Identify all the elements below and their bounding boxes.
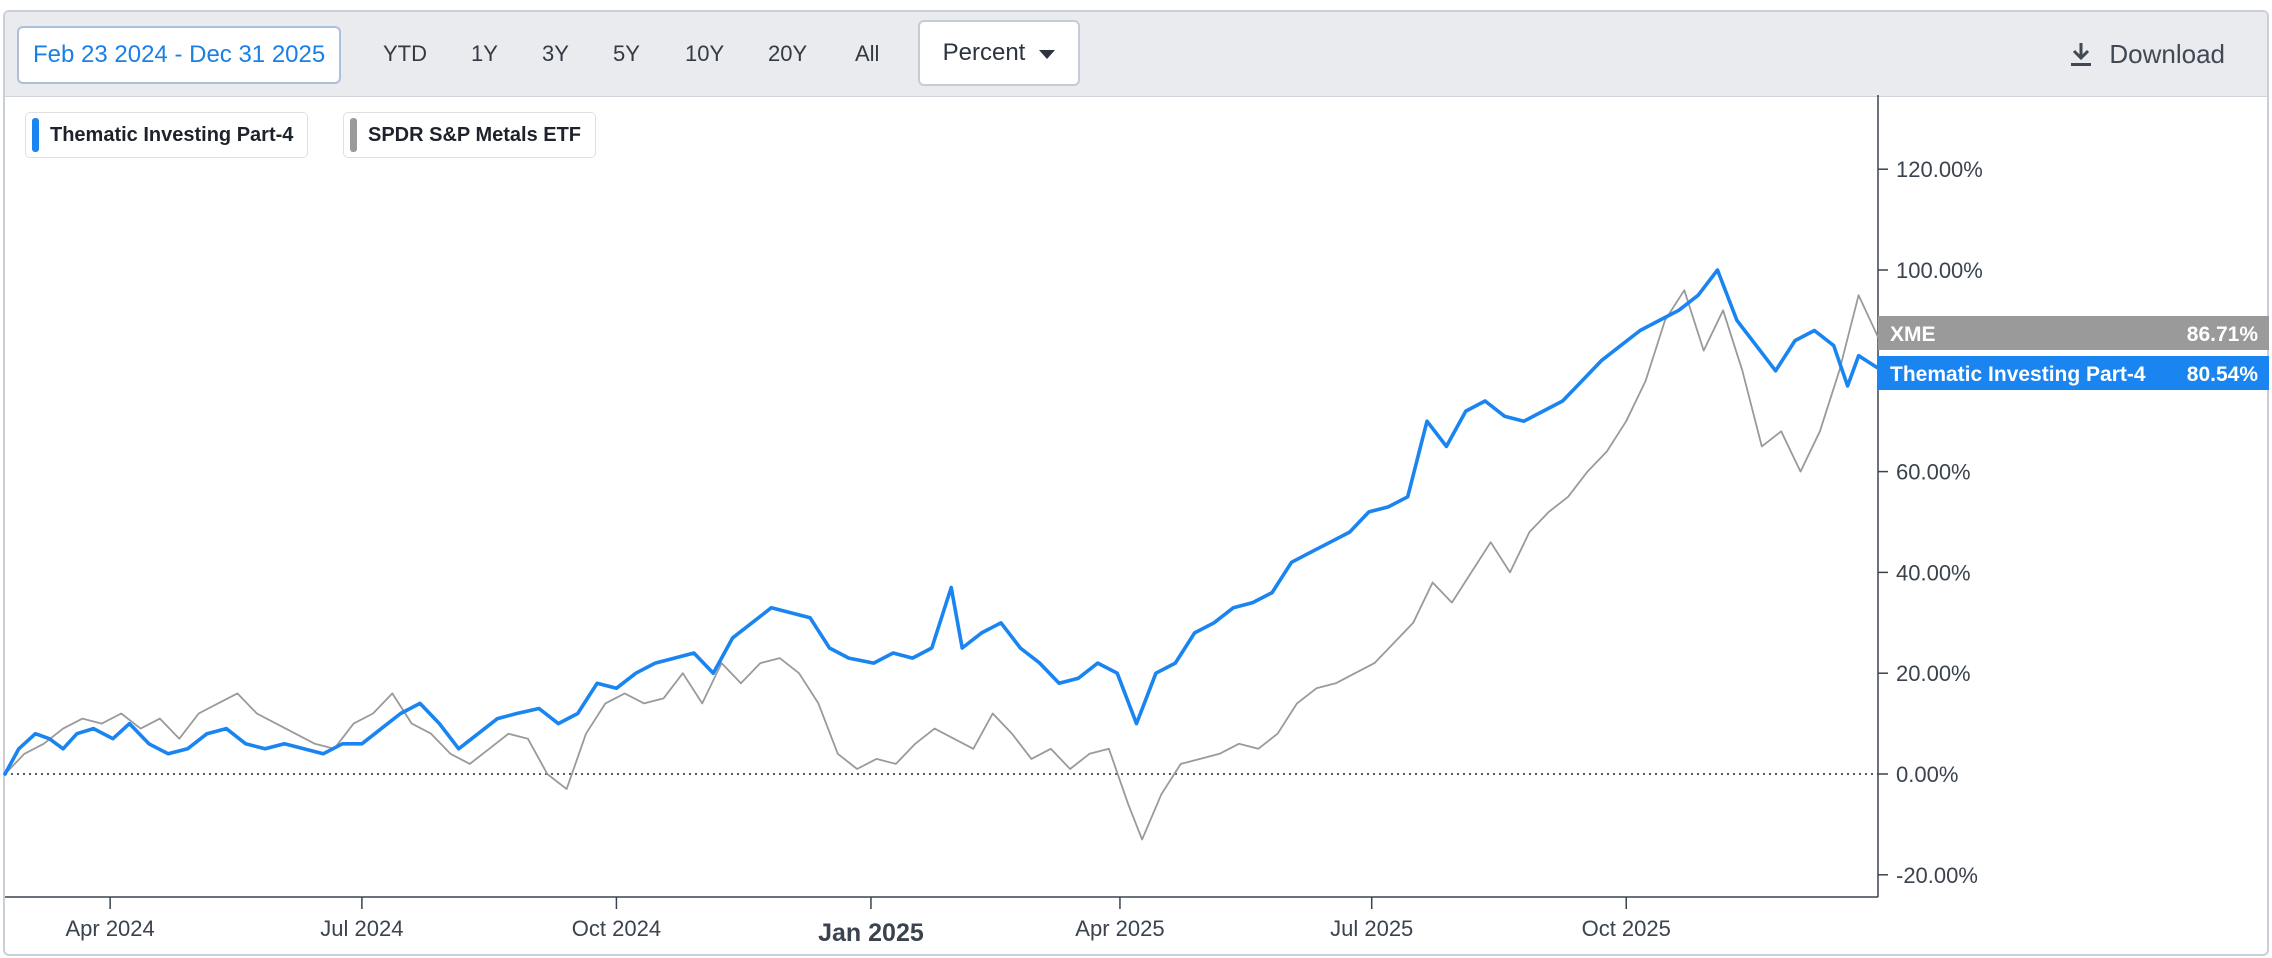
chart-panel: Feb 23 2024 - Dec 31 2025 YTD 1Y 3Y 5Y 1…: [3, 10, 2269, 956]
series-line-benchmark: [4, 289, 1879, 841]
legend-label-benchmark: SPDR S&P Metals ETF: [368, 123, 582, 146]
chart-toolbar: Feb 23 2024 - Dec 31 2025 YTD 1Y 3Y 5Y 1…: [5, 12, 2267, 97]
y-tick-label: 20.00%: [1896, 661, 1971, 686]
download-button[interactable]: Download: [2069, 34, 2225, 74]
x-tick-label: Oct 2025: [1582, 916, 1671, 941]
last-value-tag-label-benchmark: XME: [1890, 323, 1936, 346]
x-tick-label: Apr 2024: [65, 916, 154, 941]
x-tick-label: Jul 2024: [320, 916, 403, 941]
legend-label-portfolio: Thematic Investing Part-4: [50, 123, 294, 146]
legend-item-benchmark[interactable]: SPDR S&P Metals ETF: [343, 112, 597, 158]
unit-dropdown[interactable]: Percent: [918, 20, 1080, 86]
download-icon: [2071, 43, 2092, 66]
x-tick-label: Apr 2025: [1075, 916, 1164, 941]
legend-item-portfolio[interactable]: Thematic Investing Part-4: [25, 112, 309, 158]
date-range-picker[interactable]: Feb 23 2024 - Dec 31 2025: [17, 26, 342, 84]
range-button-10y[interactable]: 10Y: [685, 41, 725, 66]
range-button-3y[interactable]: 3Y: [542, 41, 569, 66]
legend-swatch-portfolio: [32, 118, 39, 152]
last-value-tag-value-portfolio: 80.54%: [2187, 363, 2259, 386]
chevron-down-icon: [1039, 50, 1056, 59]
y-tick-label: 0.00%: [1896, 762, 1958, 787]
last-value-tag-benchmark: [1878, 316, 2269, 350]
range-button-1y[interactable]: 1Y: [471, 41, 498, 66]
y-tick-label: -20.00%: [1896, 863, 1978, 888]
x-tick-label: Jul 2025: [1330, 916, 1413, 941]
range-button-20y[interactable]: 20Y: [768, 41, 808, 66]
range-button-5y[interactable]: 5Y: [613, 41, 640, 66]
last-value-tag-value-benchmark: 86.71%: [2187, 323, 2259, 346]
y-tick-label: 120.00%: [1896, 157, 1983, 182]
x-tick-label: Oct 2024: [572, 916, 661, 941]
range-button-all[interactable]: All: [855, 41, 880, 66]
y-tick-label: 100.00%: [1896, 258, 1983, 283]
y-tick-label: 60.00%: [1896, 460, 1971, 485]
x-tick-label: Jan 2025: [818, 919, 924, 947]
last-value-tag-portfolio: [1878, 356, 2269, 390]
last-value-tag-label-portfolio: Thematic Investing Part-4: [1890, 363, 2146, 386]
y-tick-label: 40.00%: [1896, 560, 1971, 585]
range-button-ytd[interactable]: YTD: [383, 41, 427, 66]
unit-dropdown-value: Percent: [942, 39, 1026, 66]
series-line-portfolio: [3, 268, 1880, 776]
legend-swatch-benchmark: [350, 118, 357, 152]
download-label: Download: [2109, 38, 2225, 69]
